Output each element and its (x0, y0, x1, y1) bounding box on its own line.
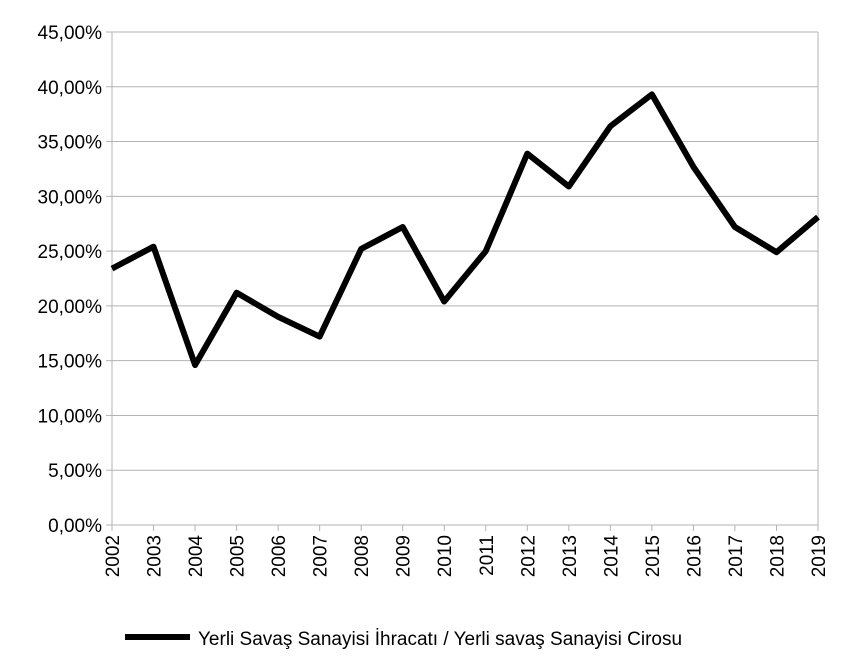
x-tick-label: 2009 (394, 535, 415, 577)
series-group (110, 91, 820, 368)
series-line (110, 91, 820, 368)
x-tick-label: 2013 (560, 535, 581, 577)
axes (111, 32, 819, 526)
y-tick-label: 15,00% (38, 352, 103, 373)
x-tick-label: 2005 (228, 535, 249, 577)
y-tick-label: 20,00% (38, 297, 103, 318)
y-tick-label: 5,00% (48, 461, 102, 482)
x-tick-label: 2007 (311, 535, 332, 577)
x-tick-label: 2016 (684, 535, 705, 577)
y-tick-label: 30,00% (38, 187, 103, 208)
x-tick-label: 2014 (601, 535, 622, 578)
y-tick-label: 45,00% (38, 23, 103, 44)
x-tick-label: 2008 (352, 535, 373, 577)
y-tick-label: 35,00% (38, 133, 103, 154)
x-axis-ticks: 2002 2003 2004 2005 2006 2007 2008 2009 2010 2011… (103, 525, 830, 577)
x-tick-label: 2015 (643, 535, 664, 577)
y-tick-label: 25,00% (38, 242, 103, 263)
legend: Yerli Savaş Sanayisi İhracatı / Yerli sa… (125, 629, 682, 650)
x-tick-label: 2019 (809, 535, 830, 577)
x-tick-label: 2006 (269, 535, 290, 577)
y-axis-ticks: 0,00% 5,00% 10,00% 15,00% 20,00% 25,00% 30,00%… (38, 23, 112, 537)
x-tick-label: 2003 (145, 535, 166, 577)
x-tick-label: 2011 (477, 535, 498, 576)
x-tick-label: 2017 (726, 535, 747, 577)
legend-label: Yerli Savaş Sanayisi İhracatı / Yerli sa… (198, 629, 682, 650)
y-tick-label: 10,00% (38, 406, 103, 427)
x-tick-label: 2004 (186, 535, 207, 578)
x-tick-label: 2010 (435, 535, 456, 577)
x-tick-label: 2012 (518, 535, 539, 577)
y-tick-label: 40,00% (38, 78, 103, 99)
x-tick-label: 2002 (103, 535, 124, 577)
grid-lines (112, 31, 818, 471)
x-tick-label: 2018 (767, 535, 788, 577)
y-tick-label: 0,00% (48, 516, 102, 537)
